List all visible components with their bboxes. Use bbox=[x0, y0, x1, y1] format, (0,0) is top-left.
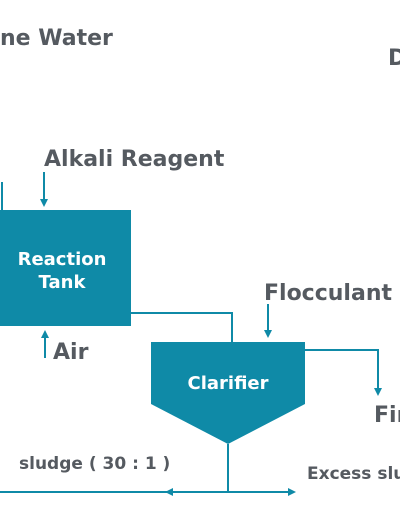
final-effluent-fragment: Fir bbox=[374, 403, 400, 428]
reaction-tank-label: Reaction Tank bbox=[0, 248, 124, 294]
right-heading-fragment: D bbox=[388, 46, 400, 71]
clarifier-label: Clarifier bbox=[187, 373, 269, 394]
sludge-ratio-label: sludge ( 30 : 1 ) bbox=[19, 454, 171, 474]
air-label: Air bbox=[53, 340, 89, 365]
excess-sludge-fragment: Excess slu bbox=[307, 464, 400, 484]
effluent-arrow bbox=[305, 349, 382, 396]
reaction-tank-line1: Reaction bbox=[17, 249, 107, 270]
reaction-tank-box bbox=[0, 210, 131, 326]
tank-to-clarifier-line bbox=[131, 312, 233, 342]
alkali-reagent-label: Alkali Reagent bbox=[44, 147, 225, 172]
title-fragment: ne Water bbox=[0, 26, 113, 51]
reaction-tank-line2: Tank bbox=[38, 272, 86, 293]
clarifier-shape bbox=[151, 342, 305, 444]
flocculant-label: Flocculant bbox=[264, 281, 392, 306]
